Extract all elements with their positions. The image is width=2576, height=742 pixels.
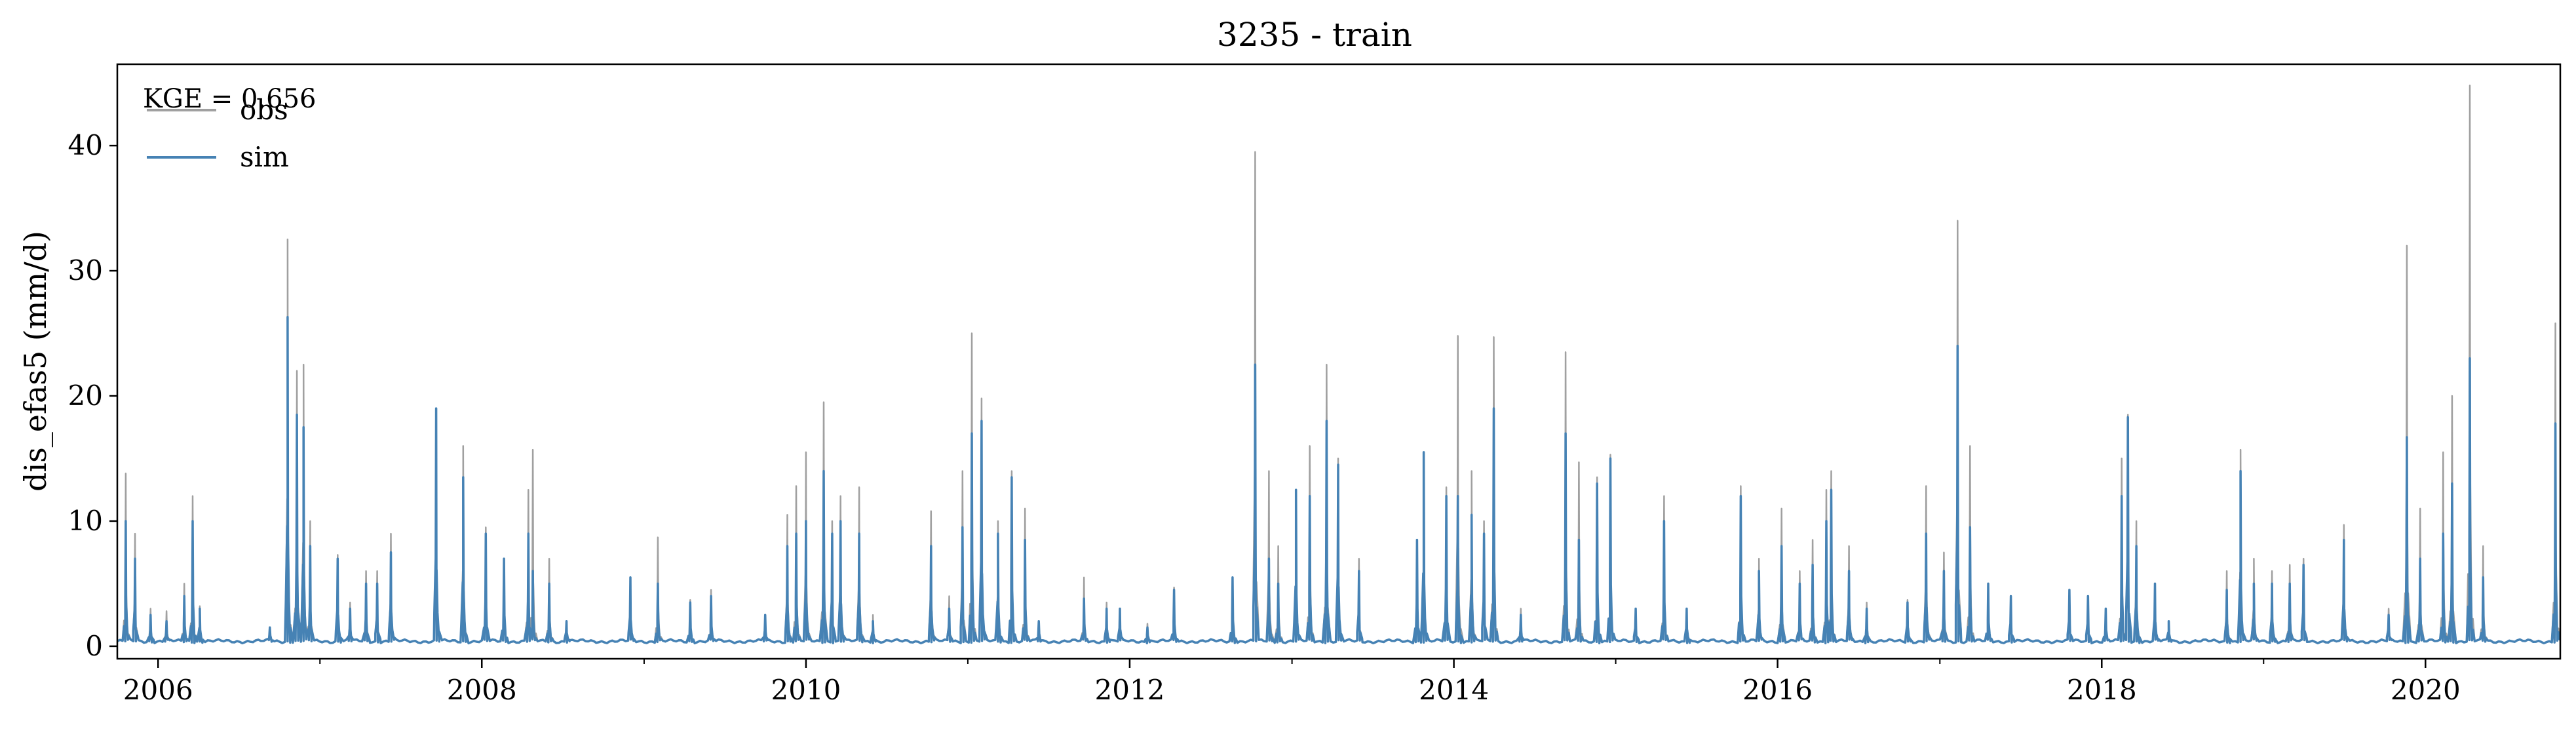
legend-label-obs: obs [240, 94, 288, 126]
x-tick-label: 2016 [1742, 674, 1813, 706]
chart-title: 3235 - train [1217, 16, 1412, 54]
x-tick-label: 2020 [2391, 674, 2461, 706]
x-tick-label: 2018 [2067, 674, 2137, 706]
plot-frame [116, 63, 2562, 660]
y-tick-label: 10 [68, 505, 103, 537]
x-tick-label: 2008 [447, 674, 517, 706]
x-tick-label: 2010 [771, 674, 841, 706]
kge-annotation: KGE = 0.656 [143, 84, 317, 114]
x-tick-label: 2012 [1094, 674, 1164, 706]
y-tick-label: 0 [85, 630, 103, 662]
legend-label-sim: sim [240, 141, 289, 173]
series-layer [117, 85, 2562, 645]
x-axis: 2006 2008 2010 2012 2014 2016 2018 2020 [123, 659, 2461, 706]
y-tick-label: 20 [68, 380, 103, 412]
y-tick-label: 30 [68, 254, 103, 286]
x-tick-label: 2006 [123, 674, 193, 706]
y-axis: 0 10 20 30 40 [68, 129, 117, 662]
series-line-sim [117, 315, 2562, 645]
y-axis-label: dis_efas5 (mm/d) [18, 231, 53, 492]
plot-area [116, 63, 2562, 660]
x-tick-label: 2014 [1419, 674, 1489, 706]
y-tick-label: 40 [68, 129, 103, 161]
legend: obs sim [147, 94, 289, 173]
